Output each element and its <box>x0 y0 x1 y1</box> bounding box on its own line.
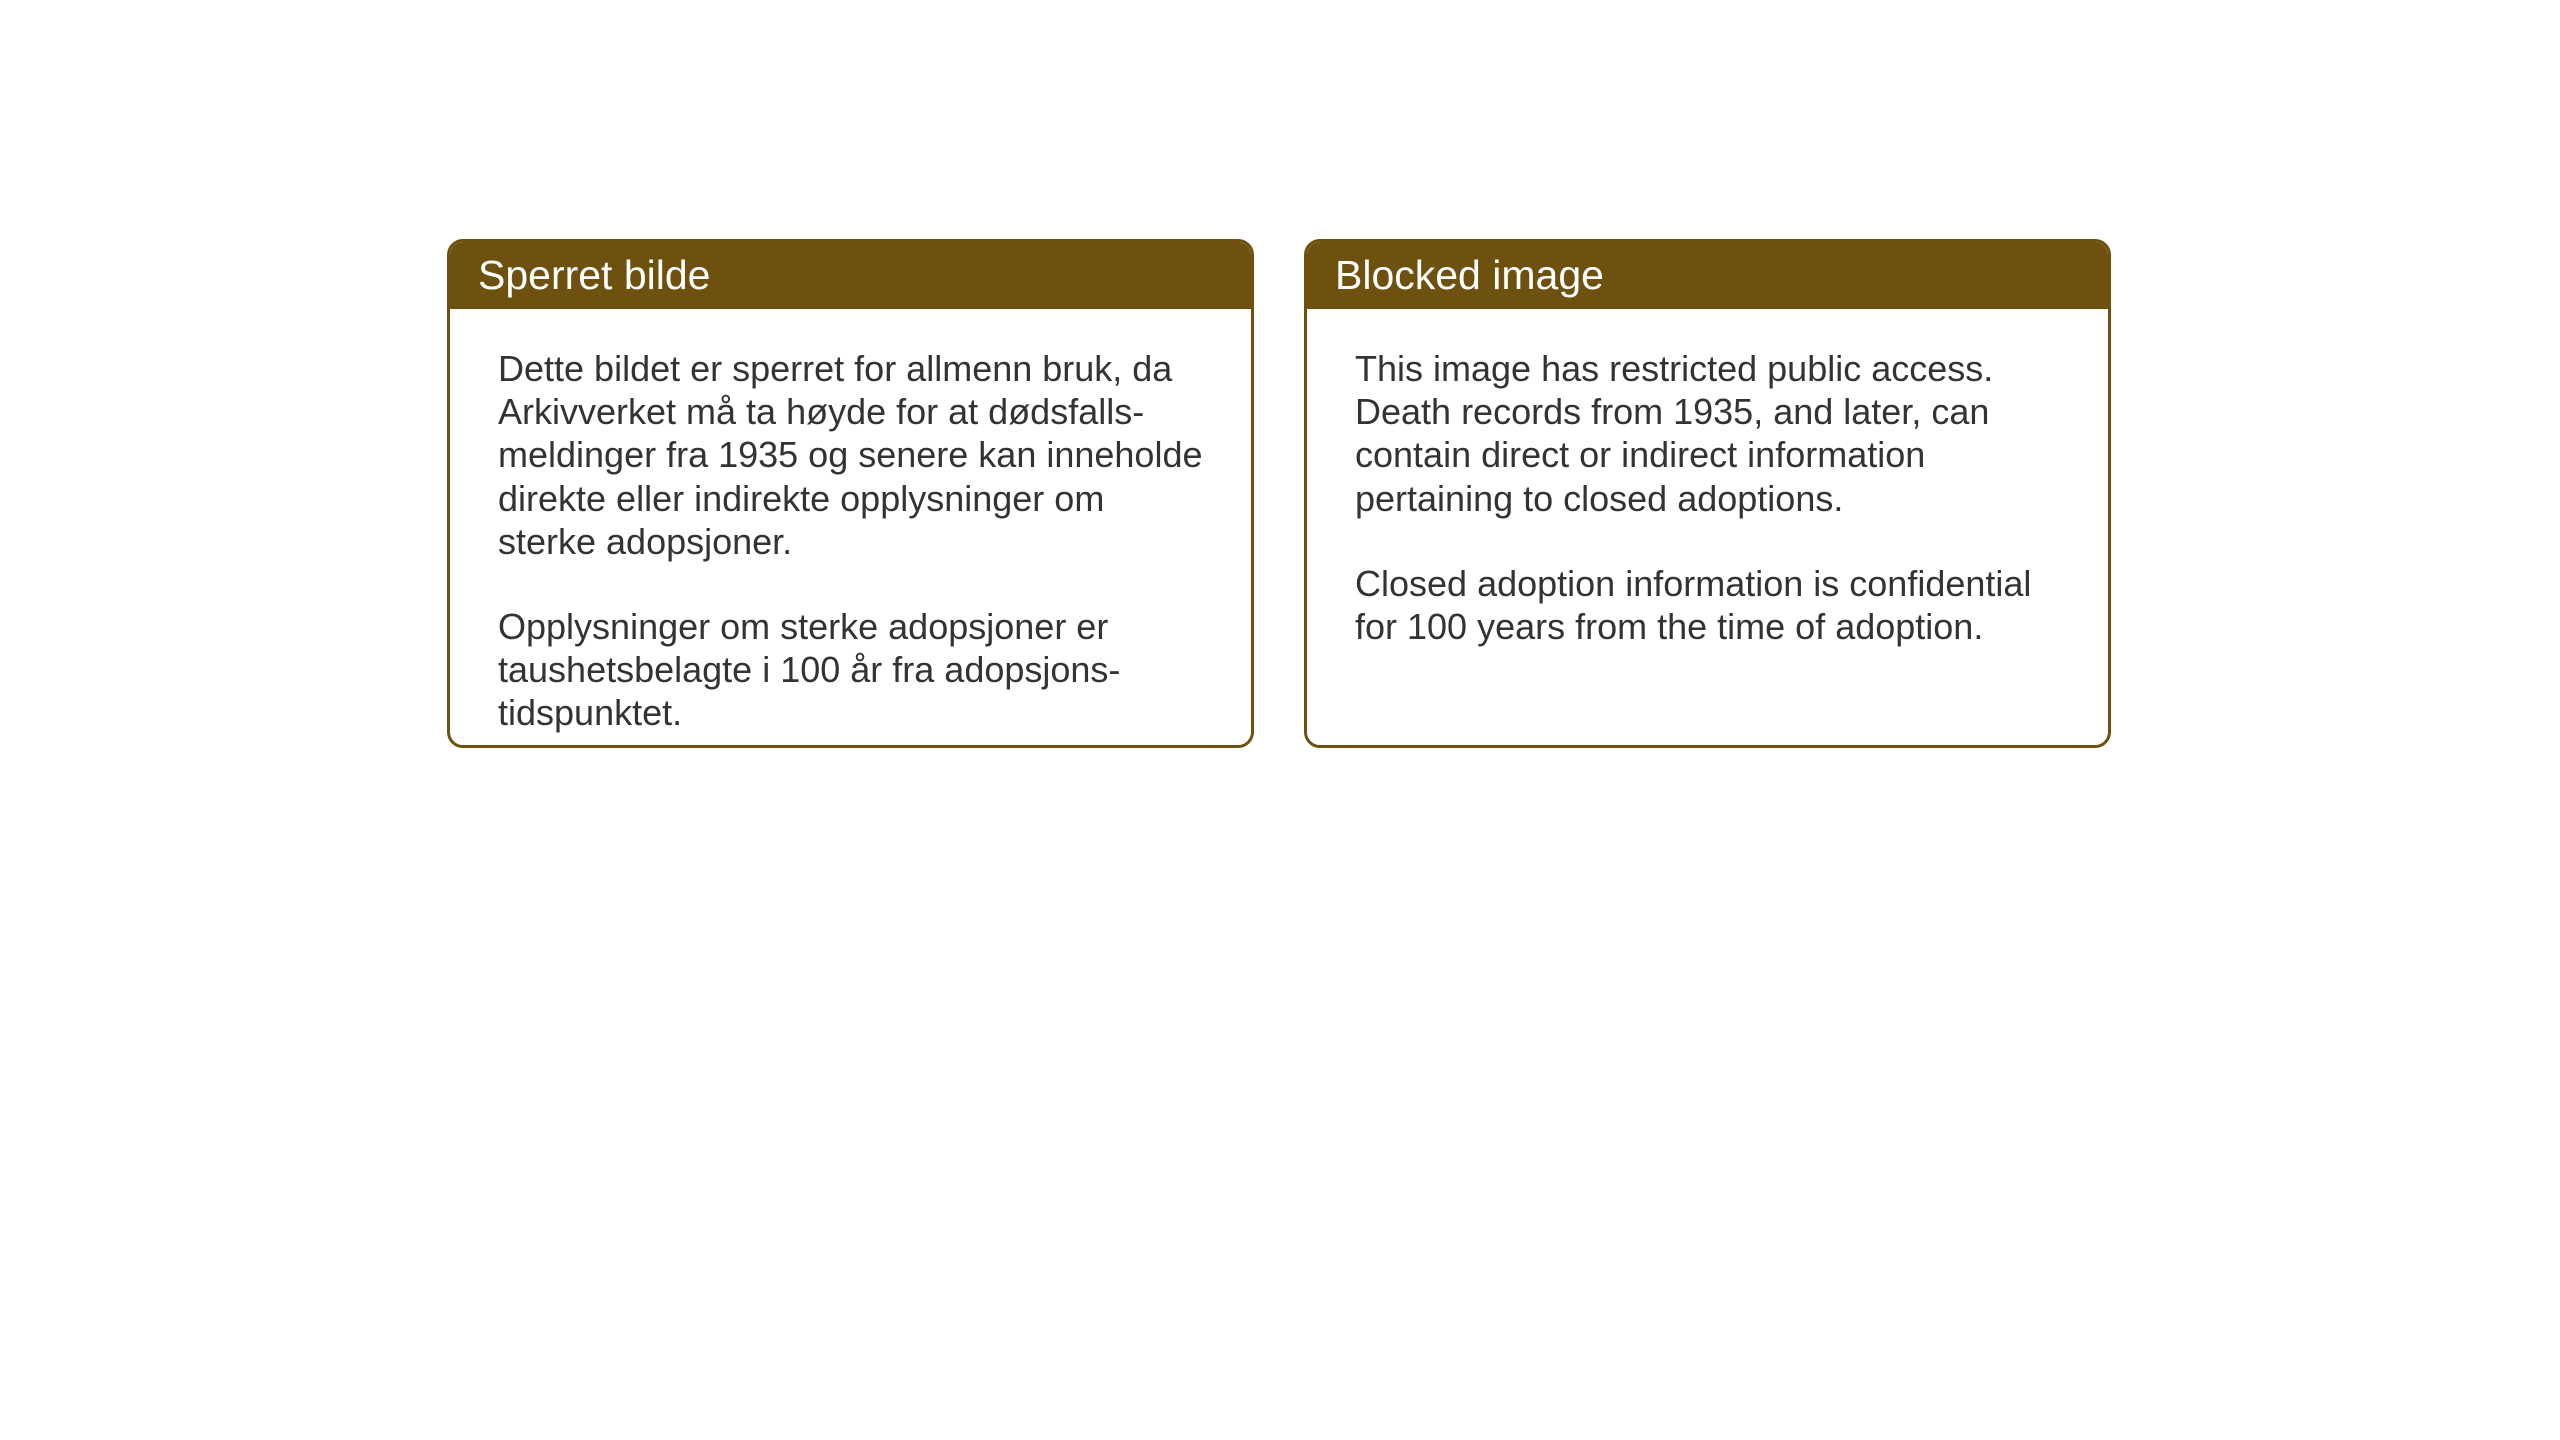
english-card-title: Blocked image <box>1307 242 2108 309</box>
norwegian-card-title: Sperret bilde <box>450 242 1251 309</box>
english-notice-card: Blocked image This image has restricted … <box>1304 239 2111 748</box>
norwegian-paragraph-2: Opplysninger om sterke adopsjoner er tau… <box>498 605 1203 735</box>
norwegian-paragraph-1: Dette bildet er sperret for allmenn bruk… <box>498 347 1203 563</box>
norwegian-notice-card: Sperret bilde Dette bildet er sperret fo… <box>447 239 1254 748</box>
english-card-body: This image has restricted public access.… <box>1307 309 2108 686</box>
english-paragraph-1: This image has restricted public access.… <box>1355 347 2060 520</box>
notice-container: Sperret bilde Dette bildet er sperret fo… <box>447 239 2111 748</box>
english-paragraph-2: Closed adoption information is confident… <box>1355 562 2060 648</box>
norwegian-card-body: Dette bildet er sperret for allmenn bruk… <box>450 309 1251 748</box>
